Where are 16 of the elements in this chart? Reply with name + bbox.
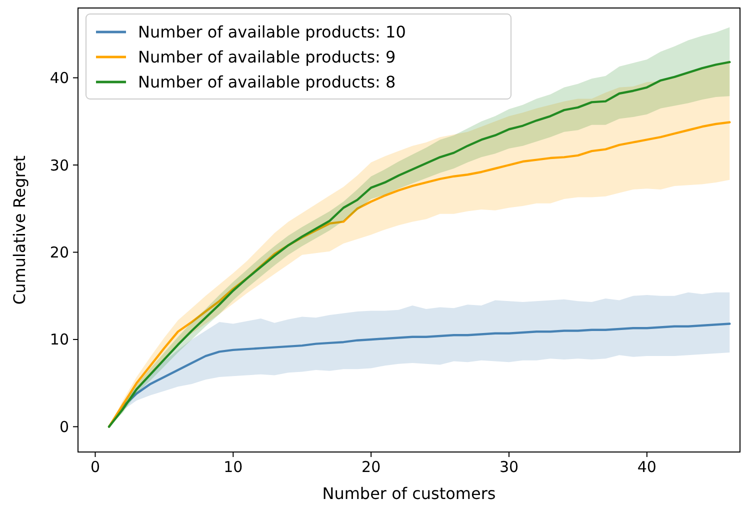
x-tick-label: 30 [499,458,519,476]
x-tick-label: 0 [90,458,100,476]
legend-label: Number of available products: 8 [138,72,396,92]
x-tick-label: 20 [362,458,381,476]
x-axis-title: Number of customers [322,484,496,503]
legend-label: Number of available products: 10 [138,22,406,42]
y-tick-label: 20 [50,243,69,262]
y-tick-label: 10 [50,330,69,349]
y-axis-title: Cumulative Regret [10,155,29,305]
y-tick-label: 30 [50,156,69,174]
x-tick-label: 40 [637,458,656,476]
x-tick-label: 10 [224,458,243,476]
y-tick-label: 40 [50,69,69,88]
legend-label: Number of available products: 9 [138,48,396,67]
line-series [108,121,731,428]
y-tick-label: 0 [59,418,69,436]
